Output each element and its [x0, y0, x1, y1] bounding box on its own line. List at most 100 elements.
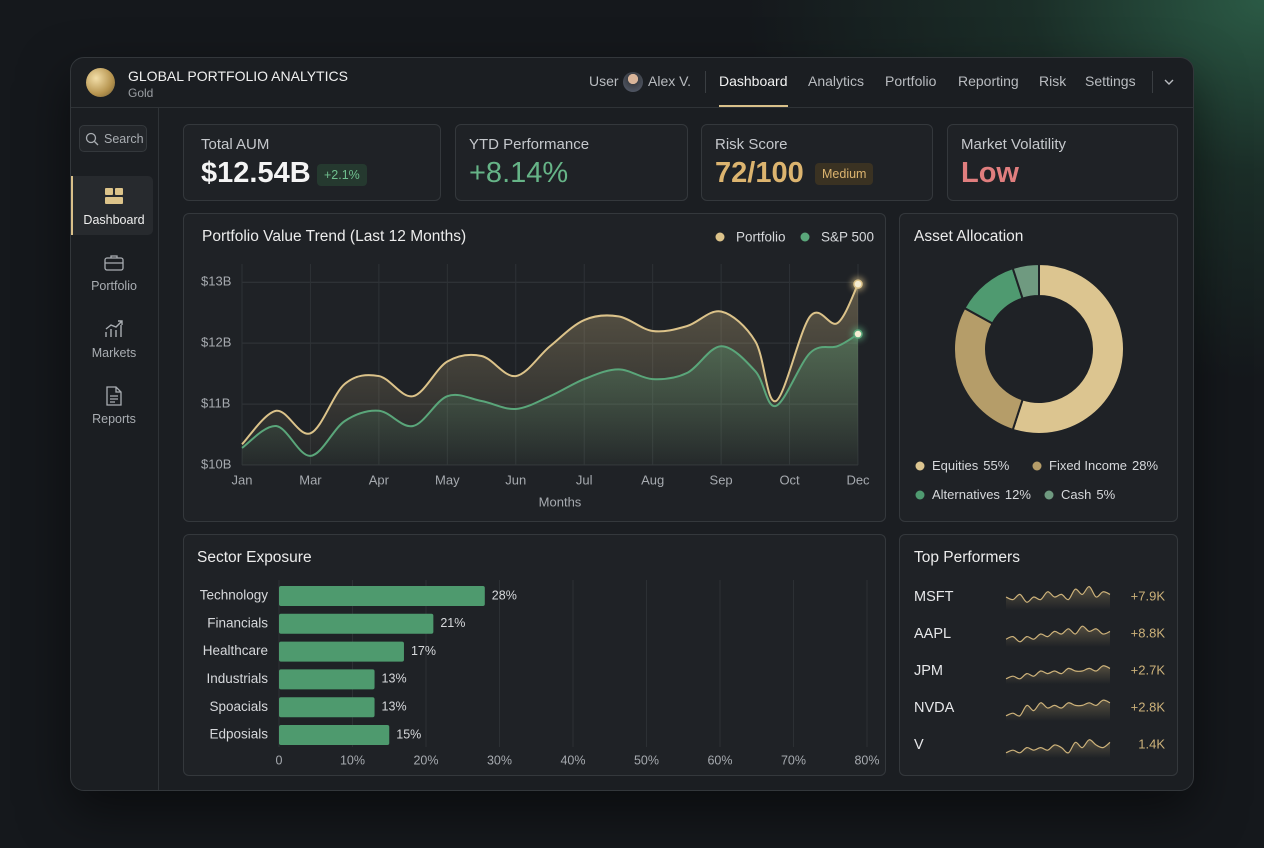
kpi-badge: +2.1% — [317, 164, 367, 186]
chevron-icon — [1164, 79, 1174, 85]
top-performers: Top Performers MSFT +7.9K AAPL +8.8K JPM +2.7… — [899, 534, 1178, 776]
card-title: Top Performers — [914, 549, 1020, 566]
user-name[interactable]: Alex V. — [648, 73, 692, 89]
legend-swatch — [715, 232, 725, 242]
y-tick-label: Industrials — [206, 671, 268, 686]
app-title: GLOBAL PORTFOLIO ANALYTICS — [128, 68, 348, 84]
sparkline — [1005, 625, 1111, 643]
kpi-label: Risk Score — [715, 136, 788, 153]
header-divider — [71, 107, 1193, 108]
chart-title: Portfolio Value Trend (Last 12 Months) — [202, 228, 466, 245]
change-label: +7.9K — [1131, 588, 1166, 603]
nav-divider — [1152, 71, 1153, 93]
search-placeholder[interactable]: Search — [104, 132, 144, 146]
x-axis-label: Months — [539, 494, 582, 509]
legend-swatch — [915, 461, 925, 471]
icon-part — [105, 320, 123, 337]
x-tick-label: 20% — [413, 753, 438, 767]
legend-value: 28% — [1132, 458, 1158, 473]
kpi-card — [455, 124, 688, 201]
sidebar-item[interactable]: Reports — [92, 412, 136, 426]
y-tick-label: Financials — [207, 615, 268, 630]
nav-item[interactable]: Analytics — [808, 73, 865, 89]
legend-value: 55% — [983, 458, 1009, 473]
user-label: User — [589, 73, 619, 89]
sparkline — [1005, 586, 1111, 603]
sparkline-area — [1006, 626, 1110, 647]
bar — [279, 613, 434, 634]
nav-item[interactable]: Settings — [1085, 73, 1136, 89]
nav-active-underline — [719, 105, 788, 107]
search-box[interactable] — [79, 125, 147, 152]
sidebar-active[interactable] — [71, 176, 153, 235]
x-tick-label: Apr — [369, 472, 390, 487]
y-tick-label: Technology — [200, 588, 269, 603]
kpi-label: Market Volatility — [961, 136, 1067, 153]
legend-value: 5% — [1096, 487, 1115, 502]
nav-item[interactable]: Reporting — [958, 73, 1019, 89]
x-tick-label: Jul — [576, 472, 593, 487]
series-area — [242, 334, 858, 465]
nav-item[interactable]: Dashboard — [719, 73, 788, 89]
kpi-card — [947, 124, 1178, 201]
search-icon — [85, 132, 99, 146]
trend-chart: Portfolio Value Trend (Last 12 Months) M… — [183, 213, 886, 522]
search-glass — [85, 132, 97, 144]
avatar[interactable] — [623, 72, 643, 92]
legend-swatch — [1044, 490, 1054, 500]
chart-title: Asset Allocation — [914, 228, 1023, 245]
ticker: MSFT — [914, 589, 954, 605]
y-tick-label: Spoacials — [209, 699, 268, 714]
logo — [86, 68, 115, 97]
bar — [279, 697, 375, 718]
kpi-label: Total AUM — [201, 136, 270, 153]
sidebar-item[interactable]: Dashboard — [83, 213, 145, 227]
icon-part — [105, 255, 123, 264]
x-tick-label: Mar — [299, 472, 322, 487]
nav-item[interactable]: Portfolio — [885, 73, 937, 89]
bar — [279, 669, 375, 690]
kpi-value: Low — [961, 157, 1019, 189]
end-point — [853, 279, 863, 289]
kpi-label: YTD Performance — [469, 136, 590, 153]
end-point — [853, 329, 863, 339]
legend-item: Equities 55% — [932, 458, 1010, 473]
series-line — [241, 333, 859, 457]
x-tick-label: Dec — [846, 472, 870, 487]
ticker: AAPL — [914, 626, 951, 642]
legend-swatch — [1032, 461, 1042, 471]
kpi-value: $12.54B — [201, 157, 311, 189]
legend-label: Portfolio — [736, 230, 786, 245]
legend-item: Alternatives 12% — [932, 487, 1031, 502]
sparkline-area — [1006, 586, 1110, 610]
sparkline-area — [1006, 665, 1110, 684]
donut-segment — [953, 306, 1024, 432]
value-label: 15% — [396, 727, 421, 741]
sparkline-area — [1006, 739, 1110, 758]
kpi-badge: Medium — [815, 163, 874, 185]
sparkline-area — [1006, 700, 1110, 721]
x-tick-label: 40% — [560, 753, 585, 767]
legend-label: Cash — [1061, 487, 1091, 502]
sidebar-item[interactable]: Portfolio — [91, 279, 137, 293]
ticker: V — [914, 737, 924, 753]
dashboard-icon — [105, 188, 123, 204]
change-label: +2.7K — [1131, 662, 1166, 677]
x-tick-label: Oct — [779, 472, 800, 487]
x-tick-label: Sep — [710, 472, 733, 487]
change-label: 1.4K — [1138, 736, 1165, 751]
icon-part — [105, 197, 123, 204]
nav-item[interactable]: Risk — [1039, 73, 1067, 89]
y-tick-label: $10B — [201, 456, 231, 471]
legend-item: Fixed Income 28% — [1049, 458, 1159, 473]
sidebar-item[interactable]: Markets — [91, 346, 137, 360]
value-label: 17% — [411, 644, 436, 658]
sparkline — [1005, 699, 1111, 717]
app-subtitle: Gold — [128, 86, 154, 100]
sidebar-divider — [158, 108, 159, 790]
menu-chevron[interactable] — [1163, 77, 1175, 87]
legend-label: Fixed Income — [1049, 458, 1127, 473]
x-tick-label: Aug — [641, 472, 664, 487]
kpi-card — [701, 124, 933, 201]
x-tick-label: 80% — [854, 753, 879, 767]
